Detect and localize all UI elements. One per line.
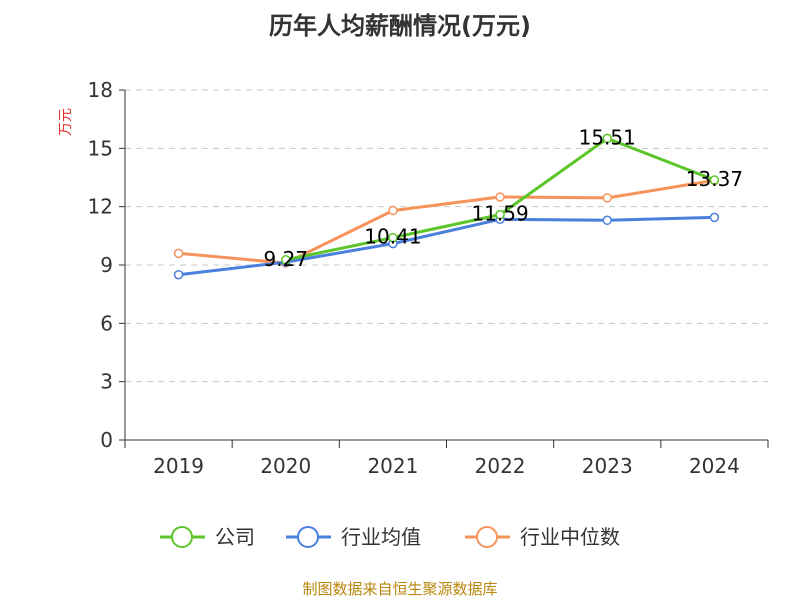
legend-label-1: 行业均值 <box>341 525 421 549</box>
gridlines <box>125 89 768 383</box>
x-tick-label-2024: 2024 <box>689 454 740 478</box>
point-s1-2024 <box>709 212 720 223</box>
data-labels: 9.27 10.41 11.59 15.51 13.37 <box>263 125 743 270</box>
point-s1-2023 <box>602 215 612 226</box>
legend-item-2: 行业中位数 <box>465 525 620 549</box>
series-line-1 <box>178 215 715 277</box>
point-s0-2020 <box>281 255 291 265</box>
legend-marker-0 <box>171 526 193 548</box>
source-note: 制图数据来自恒生聚源数据库 <box>302 580 497 598</box>
x-tick-label-2021: 2021 <box>367 454 418 478</box>
y-tick-label-12: 12 <box>88 195 113 219</box>
x-tick-label-2023: 2023 <box>582 454 633 478</box>
x-tick-label-2022: 2022 <box>475 454 526 478</box>
point-s0-2023 <box>602 133 612 144</box>
point-s2-2023 <box>602 193 612 203</box>
point-s2-2021 <box>388 205 398 216</box>
point-s2-2019 <box>173 248 184 259</box>
legend-label-2: 行业中位数 <box>520 525 620 549</box>
point-s0-2024 <box>709 175 720 185</box>
legend-marker-1 <box>297 526 319 548</box>
legend-item-0: 公司 <box>160 525 255 549</box>
axes: 0 3 6 9 12 15 18 2019 2020 2021 2022 2023 2024 <box>88 78 769 478</box>
data-label-2020: 9.27 <box>263 247 308 271</box>
y-tick-label-3: 3 <box>100 370 113 394</box>
x-tick-label-2020: 2020 <box>260 454 311 478</box>
data-label-2024: 13.37 <box>686 167 743 191</box>
point-s2-2022 <box>495 192 505 202</box>
chart-title: 历年人均薪酬情况(万元) <box>269 12 531 40</box>
legend-label-0: 公司 <box>215 525 255 549</box>
y-tick-label-6: 6 <box>100 311 113 335</box>
y-tick-label-0: 0 <box>100 428 113 452</box>
y-axis-label: 万元 <box>58 108 74 136</box>
data-label-2021: 10.41 <box>364 225 421 249</box>
legend: 公司 行业均值 行业中位数 <box>160 525 620 549</box>
x-tick-label-2019: 2019 <box>153 454 204 478</box>
point-s0-2022 <box>495 209 505 220</box>
y-tick-label-15: 15 <box>88 136 113 160</box>
series-layer <box>173 133 720 280</box>
point-s1-2019 <box>173 269 184 280</box>
data-label-2023: 15.51 <box>579 125 636 149</box>
y-tick-label-9: 9 <box>100 253 113 277</box>
legend-item-1: 行业均值 <box>286 525 421 549</box>
data-label-2022: 11.59 <box>471 202 528 226</box>
legend-marker-2 <box>476 526 498 548</box>
series-line-2 <box>178 178 715 265</box>
point-s0-2021 <box>388 232 398 243</box>
y-tick-label-18: 18 <box>88 78 113 102</box>
